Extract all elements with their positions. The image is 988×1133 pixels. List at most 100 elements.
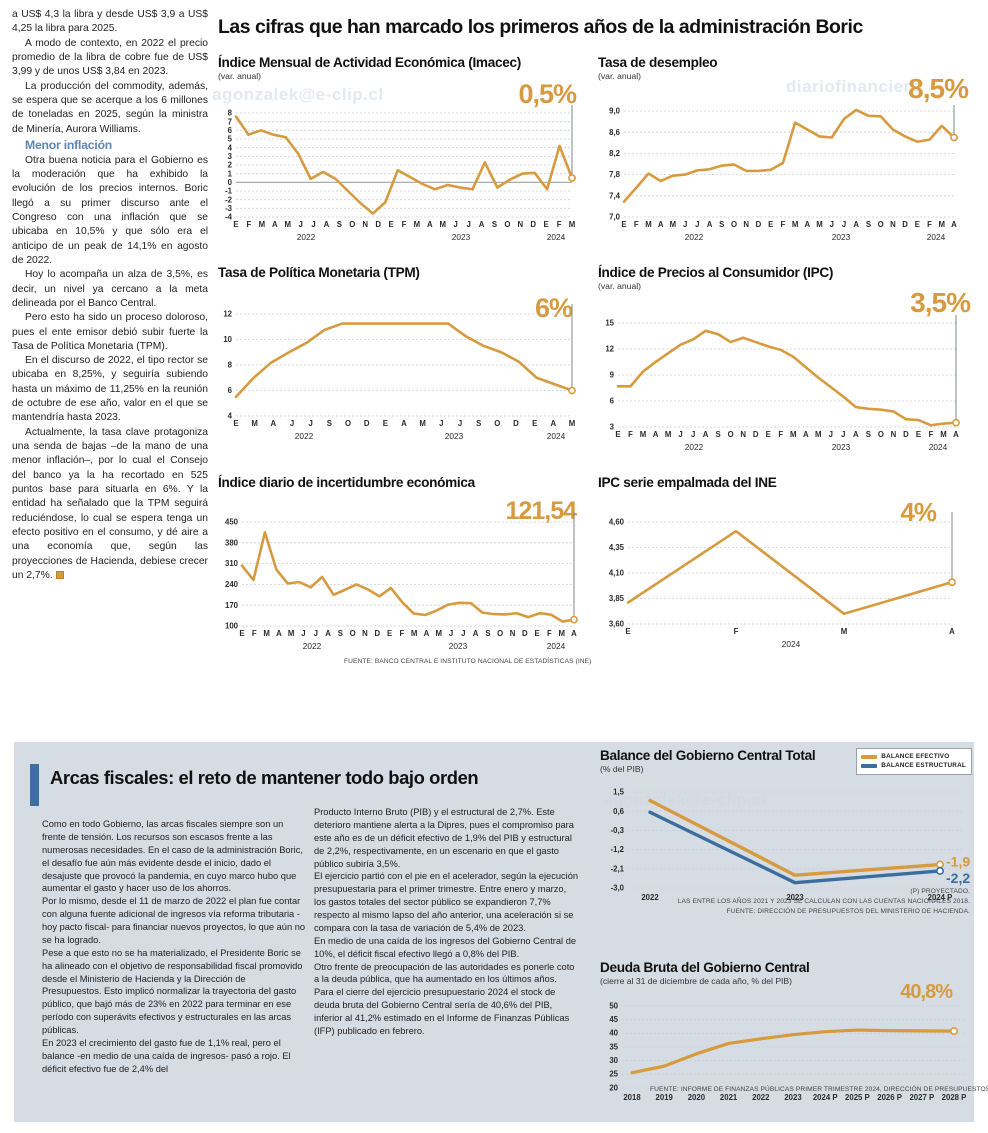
svg-text:S: S [485,629,490,638]
svg-text:J: J [691,430,695,439]
svg-text:E: E [544,220,549,229]
svg-text:20: 20 [609,1083,618,1092]
svg-text:D: D [902,220,908,229]
chart-subtitle: (var. anual) [598,281,641,291]
svg-text:2024: 2024 [929,442,948,452]
svg-text:J: J [454,220,458,229]
svg-text:F: F [734,627,739,636]
svg-text:D: D [375,220,381,229]
svg-text:F: F [399,629,404,638]
svg-text:N: N [510,629,516,638]
svg-text:-4: -4 [225,213,233,222]
svg-text:3,85: 3,85 [609,594,625,603]
svg-text:E: E [621,220,626,229]
svg-text:N: N [890,220,896,229]
svg-text:450: 450 [225,518,239,527]
chart-plot: 7,0 7,4 7,8 8,2 8,6 9,0 E F M A M J J A S O N D E F M A M J J A S O… [596,83,978,293]
svg-text:2024: 2024 [547,431,566,441]
fiscal-paragraph: Por lo mismo, desde el 11 de marzo de 20… [42,896,306,945]
svg-text:J: J [678,430,682,439]
svg-text:M: M [414,220,421,229]
svg-text:2024 P: 2024 P [813,1093,838,1102]
chart-deuda: Deuda Bruta del Gobierno Central (cierre… [598,960,988,1110]
svg-text:7: 7 [228,117,232,126]
chart-title: Deuda Bruta del Gobierno Central [600,960,810,975]
top-section: a US$ 4,3 la libra y desde US$ 3,9 a US$… [12,8,980,708]
svg-text:6: 6 [610,397,615,406]
charts-area: Las cifras que han marcado los primeros … [212,8,980,708]
svg-text:F: F [252,629,257,638]
chart-subtitle: (cierre al 31 de diciembre de cada año, … [600,976,793,986]
legend-swatch-estructural [861,763,878,768]
svg-text:6: 6 [228,126,233,135]
svg-text:F: F [781,220,786,229]
legend-label: BALANCE ESTRUCTURAL [881,762,966,770]
svg-text:12: 12 [605,345,614,354]
fiscal-charts: Balance del Gobierno Central Total (% de… [598,742,988,1122]
svg-text:-3,0: -3,0 [611,884,625,893]
svg-text:O: O [878,430,884,439]
svg-text:A: A [853,430,859,439]
svg-text:F: F [778,430,783,439]
svg-text:J: J [314,629,318,638]
fiscal-text-column-2: Producto Interno Bruto (PIB) y el estruc… [314,806,580,1038]
svg-text:A: A [324,220,330,229]
fiscal-paragraph: En medio de una caída de los ingresos de… [314,935,577,959]
svg-text:E: E [766,430,771,439]
svg-text:F: F [557,220,562,229]
svg-text:E: E [916,430,921,439]
svg-text:F: F [929,430,934,439]
svg-text:30: 30 [609,1056,618,1065]
svg-text:N: N [743,220,749,229]
svg-text:A: A [551,419,557,428]
svg-text:J: J [458,419,462,428]
svg-text:M: M [645,220,652,229]
svg-text:0: 0 [228,178,233,187]
svg-text:J: J [439,419,443,428]
svg-text:F: F [634,220,639,229]
svg-text:2022: 2022 [295,431,314,441]
svg-text:J: J [830,220,834,229]
svg-text:2024: 2024 [547,232,566,242]
chart-incertidumbre: Índice diario de incertidumbre económica… [216,475,596,680]
svg-text:A: A [853,220,859,229]
fiscal-paragraph: Pese a que esto no se ha materializado, … [42,947,303,1035]
article-paragraph: La producción del commodity, además, se … [12,80,208,135]
svg-text:A: A [953,430,959,439]
svg-text:J: J [290,419,294,428]
article-paragraph: Otra buena noticia para el Gobierno es l… [12,154,208,266]
chart-ipc-ine: IPC serie empalmada del INE 4% 3,60 3,85 4… [596,475,978,680]
svg-text:M: M [569,220,576,229]
svg-text:M: M [411,629,418,638]
chart-title: IPC serie empalmada del INE [598,475,777,490]
legend-item: BALANCE ESTRUCTURAL [861,761,966,770]
svg-text:1,5: 1,5 [613,788,625,797]
chart-subtitle: (% del PIB) [600,764,644,774]
svg-text:2022: 2022 [297,232,316,242]
chart-plot: -4 -3 -2 -1 0 1 2 3 4 5 6 7 8 E F M A M J J A S O N D E F M A M J J A S O N… [216,83,596,293]
article-paragraph: Actualmente, la tasa clave protagoniza u… [12,426,208,583]
chart-plot: -3,0 -2,1 -1,2 -0,3 0,6 1,5 -1,9 -2,2 2022 2023 20… [598,776,974,912]
svg-text:M: M [665,430,672,439]
svg-text:2022: 2022 [685,442,704,452]
svg-text:M: M [815,430,822,439]
chart-title: Tasa de Política Monetaria (TPM) [218,265,420,280]
fiscal-paragraph: Como en todo Gobierno, las arcas fiscale… [42,819,303,894]
svg-text:O: O [345,419,351,428]
chart-desempleo: Tasa de desempleo (var. anual) diariofin… [596,55,978,265]
svg-text:10: 10 [223,335,232,344]
svg-text:2023: 2023 [449,641,468,651]
svg-text:8: 8 [228,361,233,370]
svg-text:-0,3: -0,3 [611,826,625,835]
svg-text:1: 1 [228,169,233,178]
chart-source-note: FUENTE: INFORME DE FINANZAS PÚBLICAS PRI… [650,1086,988,1093]
svg-text:A: A [805,220,811,229]
svg-text:3: 3 [610,423,615,432]
svg-text:E: E [233,419,238,428]
svg-text:M: M [263,629,270,638]
chart-title: Índice diario de incertidumbre económica [218,475,475,490]
svg-text:S: S [866,430,871,439]
svg-text:A: A [571,629,577,638]
svg-text:J: J [683,220,687,229]
svg-text:J: J [841,430,845,439]
